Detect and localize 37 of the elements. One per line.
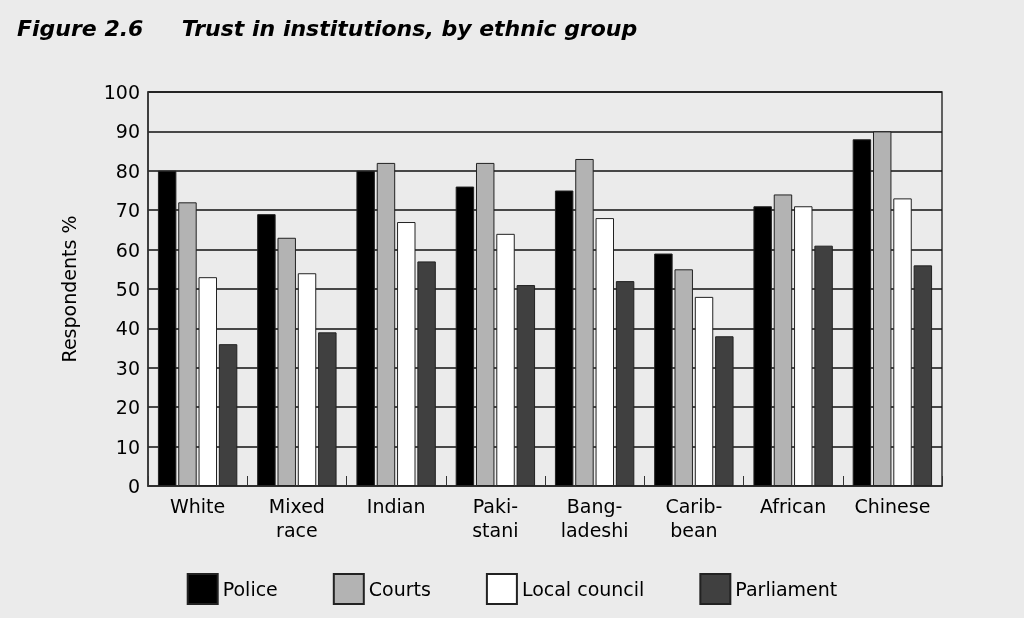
y-tick-label: 10 xyxy=(115,435,140,458)
x-tick-label: Chinese xyxy=(854,495,931,517)
bar xyxy=(318,332,337,486)
y-tick-label: 70 xyxy=(115,199,140,222)
legend-label: Local council xyxy=(521,578,645,600)
y-tick-label: 100 xyxy=(103,81,140,103)
y-tick-label: 50 xyxy=(115,278,140,300)
x-tick-label: Mixed race xyxy=(268,495,325,541)
bar xyxy=(356,170,375,486)
y-tick-label: 20 xyxy=(115,396,140,419)
x-tick-label: Indian xyxy=(366,495,426,517)
bar xyxy=(615,281,635,486)
y-axis-title: Respondents % xyxy=(57,215,80,363)
x-tick-label: Paki- stani xyxy=(472,495,519,541)
x-tick-label: African xyxy=(760,495,827,517)
x-tick-label: Carib- bean xyxy=(665,495,723,541)
bar xyxy=(218,344,238,486)
bar xyxy=(455,186,475,486)
bar xyxy=(694,296,714,486)
bar xyxy=(852,139,872,486)
bar xyxy=(773,194,793,486)
x-tick-label: White xyxy=(170,495,226,517)
bar xyxy=(715,336,734,486)
y-tick-label: 90 xyxy=(115,120,140,143)
bar xyxy=(753,206,772,486)
y-tick-label: 60 xyxy=(115,238,140,261)
legend-label: Courts xyxy=(368,578,431,600)
y-tick-label: 30 xyxy=(115,356,140,379)
y-tick-label: 0 xyxy=(127,475,140,497)
bar xyxy=(297,273,317,486)
legend-label: Police xyxy=(222,578,278,600)
y-tick-label: 80 xyxy=(115,159,140,182)
y-tick-label: 40 xyxy=(115,317,140,340)
chart-title: Figure 2.6 Trust in institutions, by ethnic group xyxy=(17,15,638,41)
x-tick-label: Bang- ladeshi xyxy=(560,495,629,541)
legend-label: Parliament xyxy=(735,578,838,600)
bar xyxy=(376,162,396,486)
